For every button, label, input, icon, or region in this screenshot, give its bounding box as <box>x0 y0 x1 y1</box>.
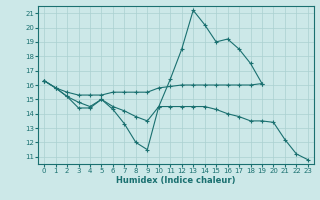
X-axis label: Humidex (Indice chaleur): Humidex (Indice chaleur) <box>116 176 236 185</box>
